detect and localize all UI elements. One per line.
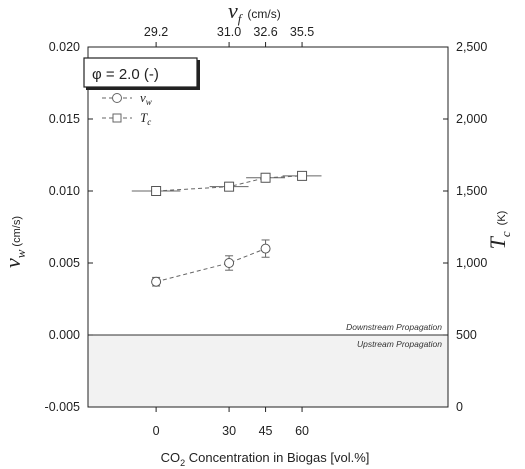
data-point-v_w <box>151 276 162 287</box>
left-tick-label: 0.000 <box>49 328 80 342</box>
bottom-axis-label: CO2 Concentration in Biogas [vol.%] <box>161 450 370 468</box>
top-tick-label: 32.6 <box>253 25 277 39</box>
left-tick-label: -0.005 <box>45 400 80 414</box>
legend-vw-marker <box>112 93 122 103</box>
upstream-propagation-label: Upstream Propagation <box>357 339 442 349</box>
data-point-T_c <box>260 172 271 183</box>
right-tick-label: 1,000 <box>456 256 487 270</box>
right-tick-label: 2,000 <box>456 112 487 126</box>
ticks-layer: -0.005 0.000 0.005 0.010 0.015 0.020 0 500 1,000… <box>45 25 488 438</box>
phi-annotation: φ = 2.0 (-) <box>92 66 159 83</box>
top-tick-label: 35.5 <box>290 25 314 39</box>
top-tick-label: 29.2 <box>144 25 168 39</box>
upstream-shaded-region <box>88 335 448 407</box>
data-point-T_c <box>151 186 162 196</box>
plot-frame <box>87 46 449 408</box>
series-line-v_w <box>155 248 266 283</box>
downstream-propagation-label: Downstream Propagation <box>346 322 442 332</box>
bottom-tick-label: 60 <box>295 424 309 438</box>
right-tick-label: 2,500 <box>456 40 487 54</box>
right-tick-label: 1,500 <box>456 184 487 198</box>
legend-tc-marker <box>112 113 122 123</box>
right-tick-label: 500 <box>456 328 477 342</box>
data-point-v_w <box>224 258 235 268</box>
bottom-tick-label: 0 <box>153 424 160 438</box>
top-axis-label: vf (cm/s) <box>228 0 281 26</box>
bottom-tick-label: 45 <box>259 424 273 438</box>
left-tick-label: 0.005 <box>49 256 80 270</box>
data-point-T_c <box>224 181 235 192</box>
legend-vw-label: vw <box>140 90 152 107</box>
phi-box <box>83 57 198 88</box>
left-tick-label: 0.010 <box>49 184 80 198</box>
phi-box-shadow-right <box>197 60 200 89</box>
data-point-T_c <box>297 170 308 181</box>
phi-box-shadow-bottom <box>86 87 200 90</box>
legend-tc-label: Tc <box>140 110 151 127</box>
right-tick-label: 0 <box>456 400 463 414</box>
data-point-v_w <box>260 243 271 254</box>
left-tick-label: 0.015 <box>49 112 80 126</box>
series-layer <box>131 170 322 287</box>
right-axis-label: Tc(K) <box>485 211 513 250</box>
top-tick-label: 31.0 <box>217 25 241 39</box>
legend: vw Tc <box>102 90 152 127</box>
bottom-tick-label: 30 <box>222 424 236 438</box>
left-axis-label: vw(cm/s) <box>0 216 28 268</box>
series-line-T_c <box>156 175 303 192</box>
left-tick-label: 0.020 <box>49 40 80 54</box>
